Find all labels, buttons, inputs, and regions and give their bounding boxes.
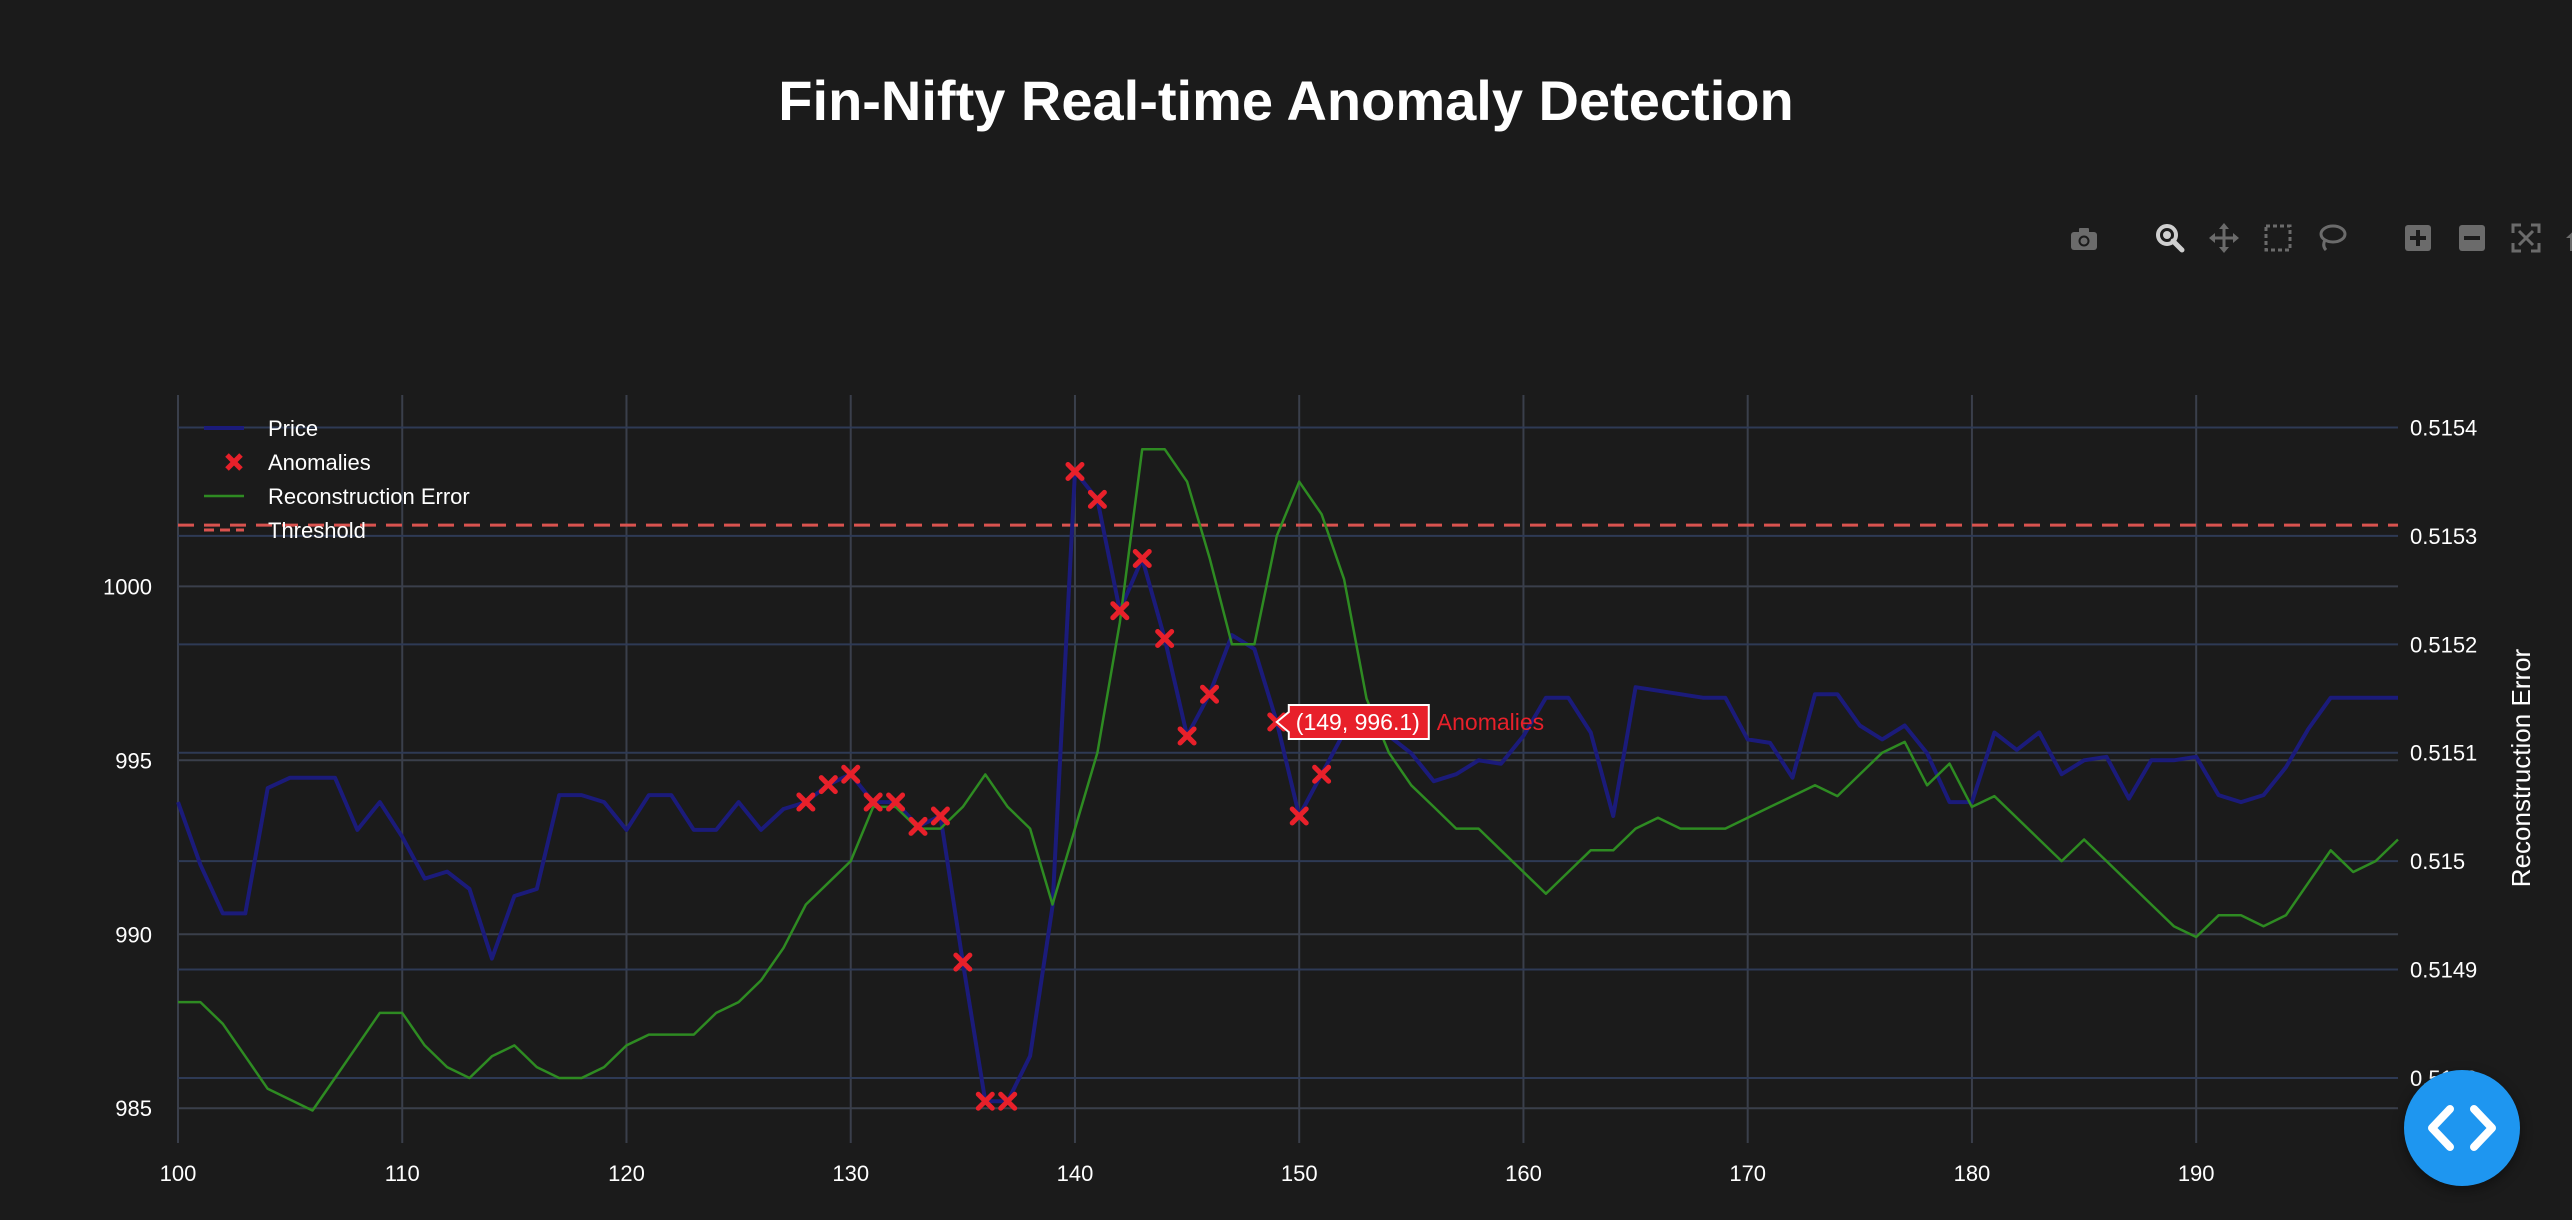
anomaly-marker[interactable] [1065,462,1085,482]
hover-value: (149, 996.1) [1296,709,1420,735]
zoom-in-icon[interactable] [2398,218,2438,258]
x-tick-label: 150 [1281,1161,1318,1186]
anomaly-marker-stroke [953,952,973,972]
legend-label-anomalies: Anomalies [268,450,371,475]
x-tick-label: 180 [1954,1161,1991,1186]
x-tick-label: 140 [1057,1161,1094,1186]
anomaly-marker-stroke [1087,489,1107,509]
anomaly-marker[interactable] [796,792,816,812]
legend-marker-anomalies [225,453,243,471]
anomaly-marker[interactable] [975,1091,995,1111]
legend-item-anomalies[interactable]: Anomalies [225,450,371,475]
anomaly-marker[interactable] [818,775,838,795]
anomaly-marker[interactable] [886,792,906,812]
anomaly-marker-stroke [930,806,950,826]
lasso-icon[interactable] [2312,218,2352,258]
anomaly-marker[interactable] [908,816,928,836]
y2-tick-label: 0.5154 [2410,416,2477,441]
anomaly-marker-stroke [863,792,883,812]
anomaly-marker[interactable] [930,806,950,826]
anomaly-marker[interactable] [863,792,883,812]
zoom-icon[interactable] [2150,218,2190,258]
anomaly-marker[interactable] [1110,601,1130,621]
reconstruction-error-line[interactable] [178,447,2399,1112]
hover-series-name: Anomalies [1437,709,1544,735]
camera-icon[interactable] [2064,218,2104,258]
anomaly-marker-stroke [998,1091,1018,1111]
anomaly-marker-stroke [1155,629,1175,649]
anomaly-marker-stroke [1289,806,1309,826]
anomaly-marker[interactable] [1312,764,1332,784]
y-tick-label: 995 [115,748,152,773]
legend-item-price[interactable]: Price [204,416,318,441]
reset-axes-icon[interactable] [2560,218,2572,258]
anomaly-marker[interactable] [1200,684,1220,704]
x-tick-label: 170 [1729,1161,1766,1186]
anomaly-marker-stroke [818,775,838,795]
anomaly-marker[interactable] [998,1091,1018,1111]
anomaly-marker-stroke [975,1091,995,1111]
x-tick-label: 190 [2178,1161,2215,1186]
anomaly-marker-stroke [796,792,816,812]
anomaly-marker[interactable] [1132,549,1152,569]
y-tick-label: 985 [115,1096,152,1121]
legend: Price Anomalies Reconstruction Error Thr… [204,416,470,543]
anomaly-marker-stroke [1110,601,1130,621]
price-line[interactable] [176,469,2398,1104]
x-tick-label: 100 [160,1161,197,1186]
code-toggle-button[interactable] [2404,1070,2520,1186]
anomaly-marker-stroke [1200,684,1220,704]
y-tick-label: 990 [115,922,152,947]
y2-tick-label: 0.515 [2410,849,2465,874]
zoom-out-icon[interactable] [2452,218,2492,258]
anomaly-marker[interactable] [1087,489,1107,509]
legend-label-reconstruction-error: Reconstruction Error [268,484,470,509]
x-tick-label: 120 [608,1161,645,1186]
anomaly-marker[interactable] [841,764,861,784]
y2-tick-label: 0.5152 [2410,632,2477,657]
y-tick-label: 1000 [103,574,152,599]
autoscale-icon[interactable] [2506,218,2546,258]
anomaly-marker-stroke [886,792,906,812]
legend-label-price: Price [268,416,318,441]
anomaly-marker[interactable] [1289,806,1309,826]
anomaly-marker[interactable] [1155,629,1175,649]
anomaly-marker[interactable] [953,952,973,972]
anomaly-marker-stroke [841,764,861,784]
anomaly-marker-stroke [1065,462,1085,482]
x-tick-label: 130 [832,1161,869,1186]
modebar [2064,218,2572,258]
y2-tick-label: 0.5153 [2410,524,2477,549]
y2-tick-label: 0.5151 [2410,741,2477,766]
anomaly-marker-stroke [1312,764,1332,784]
y2-tick-label: 0.5149 [2410,958,2477,983]
y2-axis-title: Reconstruction Error [2506,648,2536,887]
box-select-icon[interactable] [2258,218,2298,258]
pan-icon[interactable] [2204,218,2244,258]
legend-item-threshold[interactable]: Threshold [204,518,366,543]
code-icon [2428,1105,2496,1151]
hover-tooltip: (149, 996.1) Anomalies [1275,704,1544,741]
anomaly-marker-stroke [1132,549,1152,569]
anomaly-marker[interactable] [1177,726,1197,746]
anomaly-marker-stroke [908,816,928,836]
chart-title: Fin-Nifty Real-time Anomaly Detection [778,69,1794,132]
x-tick-label: 160 [1505,1161,1542,1186]
legend-item-reconstruction-error[interactable]: Reconstruction Error [204,484,470,509]
x-tick-label: 110 [385,1161,420,1186]
legend-label-threshold: Threshold [268,518,366,543]
anomaly-marker-stroke [1177,726,1197,746]
